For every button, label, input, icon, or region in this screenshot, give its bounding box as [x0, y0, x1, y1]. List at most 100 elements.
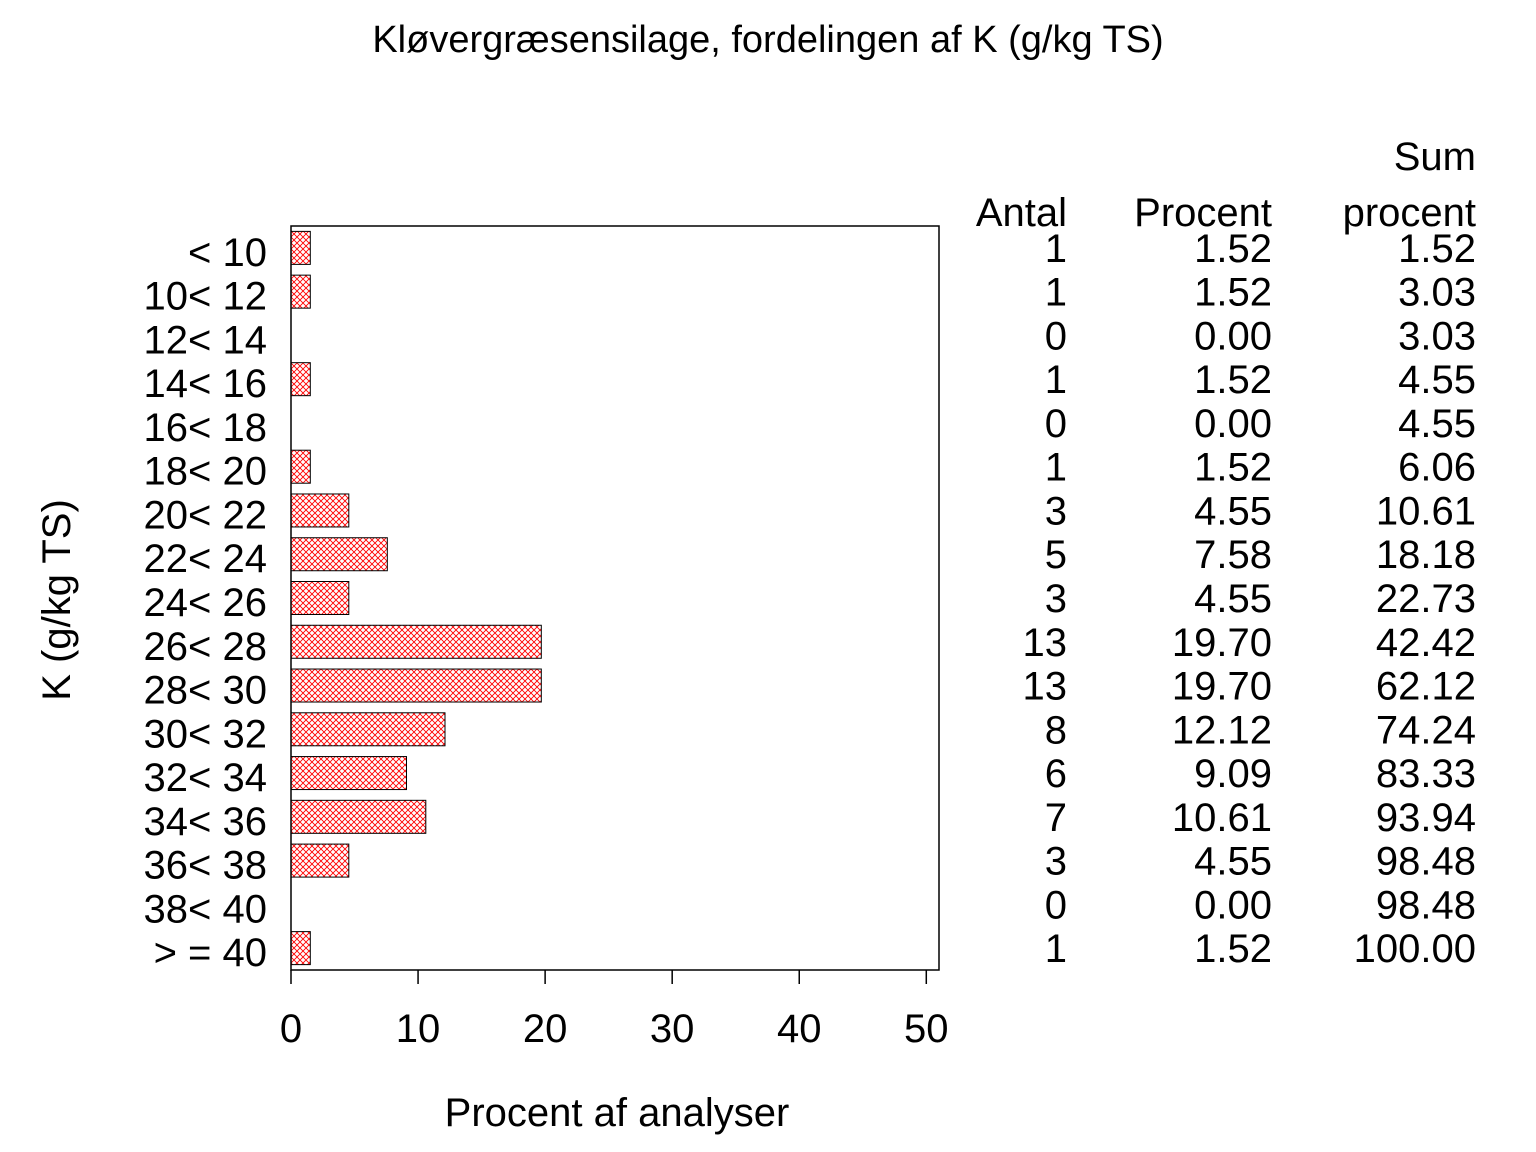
- bar: [290, 931, 311, 966]
- bar: [290, 449, 311, 484]
- table-cell-antal: 6: [1045, 752, 1067, 796]
- bar: [290, 274, 311, 309]
- table-cell-procent: 1.52: [1194, 358, 1272, 402]
- table-cell-sum-procent: 100.00: [1354, 927, 1476, 971]
- table-cell-sum-procent: 6.06: [1398, 446, 1476, 490]
- table-cell-procent: 1.52: [1194, 927, 1272, 971]
- bar: [290, 712, 446, 747]
- bar: [290, 362, 311, 397]
- y-category-label: < 10: [188, 231, 267, 275]
- table-cell-sum-procent: 74.24: [1376, 708, 1476, 752]
- y-category-label: 30< 32: [144, 712, 267, 756]
- y-category-label: > = 40: [154, 931, 267, 975]
- y-category-label: 22< 24: [144, 537, 267, 581]
- x-tick-label: 0: [280, 1007, 302, 1051]
- table-cell-procent: 1.52: [1194, 271, 1272, 315]
- table-cell-sum-procent: 1.52: [1398, 227, 1476, 271]
- bar: [290, 493, 350, 528]
- table-cell-procent: 9.09: [1194, 752, 1272, 796]
- x-tick-label: 50: [904, 1007, 949, 1051]
- stats-table-header: Antal Procent Sum procent: [976, 135, 1476, 235]
- table-cell-sum-procent: 4.55: [1398, 402, 1476, 446]
- bar-series: [290, 230, 542, 966]
- y-category-label: 16< 18: [144, 406, 267, 450]
- table-cell-antal: 1: [1045, 271, 1067, 315]
- bar: [290, 843, 350, 878]
- bar: [290, 230, 311, 265]
- bar: [290, 756, 407, 791]
- table-cell-sum-procent: 98.48: [1376, 840, 1476, 884]
- table-cell-antal: 3: [1045, 577, 1067, 621]
- y-axis-label: K (g/kg TS): [35, 499, 79, 701]
- x-tick-label: 40: [777, 1007, 822, 1051]
- table-cell-sum-procent: 93.94: [1376, 796, 1476, 840]
- table-cell-procent: 0.00: [1194, 314, 1272, 358]
- table-cell-procent: 4.55: [1194, 840, 1272, 884]
- table-cell-procent: 4.55: [1194, 577, 1272, 621]
- y-category-label: 12< 14: [144, 318, 267, 362]
- y-category-label: 34< 36: [144, 800, 267, 844]
- table-header-procent: Procent: [1134, 191, 1272, 235]
- x-tick-label: 30: [650, 1007, 695, 1051]
- table-cell-sum-procent: 18.18: [1376, 533, 1476, 577]
- y-category-label: 38< 40: [144, 887, 267, 931]
- table-cell-procent: 1.52: [1194, 446, 1272, 490]
- table-cell-antal: 1: [1045, 227, 1067, 271]
- bar: [290, 668, 542, 703]
- table-cell-antal: 0: [1045, 314, 1067, 358]
- table-header-antal: Antal: [976, 191, 1067, 235]
- table-cell-sum-procent: 62.12: [1376, 665, 1476, 709]
- plot-frame: [290, 225, 940, 971]
- stats-table: 1 1.52 1.521 1.52 3.030 0.00 3.031 1.52 4.550 0.0…: [1023, 227, 1477, 971]
- bar: [290, 624, 542, 659]
- y-category-label: 28< 30: [144, 669, 267, 713]
- table-cell-sum-procent: 98.48: [1376, 883, 1476, 927]
- table-cell-antal: 0: [1045, 883, 1067, 927]
- y-category-label: 26< 28: [144, 625, 267, 669]
- table-cell-sum-procent: 10.61: [1376, 489, 1476, 533]
- table-cell-antal: 1: [1045, 358, 1067, 402]
- table-cell-procent: 19.70: [1172, 621, 1272, 665]
- table-cell-antal: 3: [1045, 840, 1067, 884]
- x-axis: 0 10 20 30 40 50: [280, 970, 949, 1051]
- y-category-label: 10< 12: [144, 275, 267, 319]
- table-cell-antal: 13: [1023, 665, 1068, 709]
- bar: [290, 581, 350, 615]
- table-cell-procent: 4.55: [1194, 489, 1272, 533]
- table-cell-antal: 13: [1023, 621, 1068, 665]
- table-cell-procent: 0.00: [1194, 402, 1272, 446]
- y-category-label: 36< 38: [144, 844, 267, 888]
- table-cell-procent: 10.61: [1172, 796, 1272, 840]
- y-category-label: 24< 26: [144, 581, 267, 625]
- table-cell-procent: 19.70: [1172, 665, 1272, 709]
- table-cell-sum-procent: 22.73: [1376, 577, 1476, 621]
- bar: [290, 537, 388, 572]
- y-category-label: 14< 16: [144, 362, 267, 406]
- table-cell-antal: 1: [1045, 927, 1067, 971]
- table-cell-sum-procent: 4.55: [1398, 358, 1476, 402]
- table-cell-sum-procent: 83.33: [1376, 752, 1476, 796]
- chart-title: Kløvergræsensilage, fordelingen af K (g/…: [372, 19, 1163, 61]
- y-category-label: 18< 20: [144, 450, 267, 494]
- table-cell-procent: 7.58: [1194, 533, 1272, 577]
- x-tick-label: 20: [523, 1007, 568, 1051]
- table-cell-sum-procent: 3.03: [1398, 314, 1476, 358]
- table-cell-antal: 3: [1045, 489, 1067, 533]
- y-category-label: 20< 22: [144, 493, 267, 537]
- x-tick-label: 10: [396, 1007, 441, 1051]
- table-cell-antal: 5: [1045, 533, 1067, 577]
- table-header-sum: Sum: [1394, 135, 1476, 179]
- table-cell-sum-procent: 3.03: [1398, 271, 1476, 315]
- table-header-sum-procent: procent: [1343, 191, 1476, 235]
- x-axis-label: Procent af analyser: [445, 1091, 790, 1135]
- table-cell-antal: 8: [1045, 708, 1067, 752]
- table-cell-antal: 1: [1045, 446, 1067, 490]
- y-category-label: 32< 34: [144, 756, 267, 800]
- bar: [290, 799, 427, 834]
- table-cell-sum-procent: 42.42: [1376, 621, 1476, 665]
- table-cell-procent: 1.52: [1194, 227, 1272, 271]
- table-cell-procent: 12.12: [1172, 708, 1272, 752]
- table-cell-procent: 0.00: [1194, 883, 1272, 927]
